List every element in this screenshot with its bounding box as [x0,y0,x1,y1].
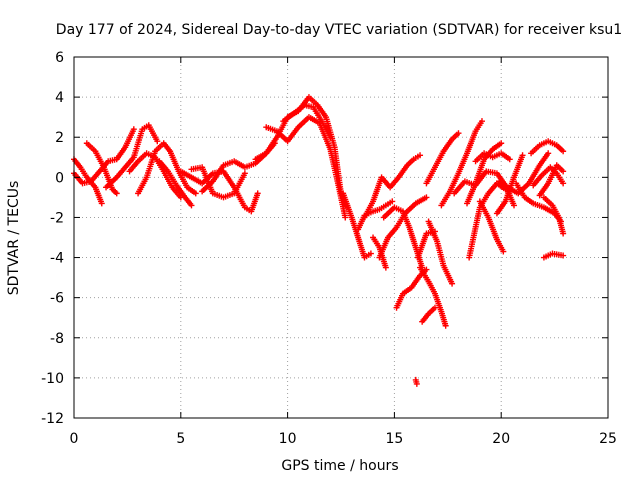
data-point [423,194,430,201]
y-tick-labels: 6 4 2 0 -2 -4 -6 -8 -10 -12 [41,50,64,427]
data-point [500,248,507,255]
data-point [560,148,567,155]
axis-ticks [73,56,609,419]
y-tick-label: -10 [41,371,64,387]
data-point [389,198,396,205]
data-point [545,150,552,157]
data-point [442,322,449,329]
data-point [423,266,430,273]
y-tick-label: -12 [41,411,64,427]
data-point [192,190,199,197]
chart-title: Day 177 of 2024, Sidereal Day-to-day VTE… [56,22,622,38]
data-point [413,380,420,387]
y-tick-label: -8 [50,331,64,347]
data-point [560,252,567,259]
data-point [327,134,334,141]
x-tick-label: 5 [176,431,185,447]
data-point [382,264,389,271]
x-tick-label: 25 [599,431,617,447]
data-point [431,304,438,311]
y-tick-label: -6 [50,291,64,307]
y-tick-label: 6 [55,50,64,66]
y-tick-label: -2 [50,210,64,226]
y-tick-label: 4 [55,90,64,106]
data-point [241,170,248,177]
data-point [342,214,349,221]
x-axis-label: GPS time / hours [281,458,398,474]
x-tick-label: 20 [492,431,510,447]
data-point [560,168,567,175]
data-point [98,200,105,207]
x-tick-label: 0 [70,431,79,447]
x-tick-label: 10 [279,431,297,447]
y-tick-label: 0 [55,170,64,186]
x-tick-label: 15 [385,431,403,447]
data-point [367,250,374,257]
y-tick-label: 2 [55,130,64,146]
data-point [498,140,505,147]
data-point [254,190,261,197]
y-axis-label: SDTVAR / TECUs [6,181,22,296]
data-point [506,156,513,163]
data-point [511,202,518,209]
data-point [519,152,526,159]
data-point [560,230,567,237]
y-tick-label: -4 [50,251,64,267]
data-point [449,280,456,287]
data-point [560,180,567,187]
data-point [417,152,424,159]
x-tick-labels: 0 5 10 15 20 25 [70,431,617,447]
grid [74,57,608,418]
plot-frame [73,56,609,419]
data-point [478,118,485,125]
data-point [188,202,195,209]
data-point [154,138,161,145]
data-point [113,190,120,197]
data-points [71,94,567,387]
data-point [130,126,137,133]
data-point [455,130,462,137]
